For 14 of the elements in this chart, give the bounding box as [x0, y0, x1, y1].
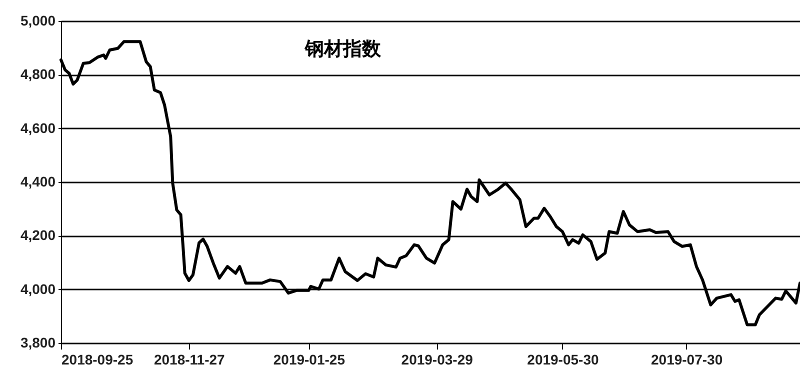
x-tick-label: 2019-07-30 — [650, 352, 723, 368]
y-tick-label: 4,800 — [20, 66, 56, 82]
y-tick-label: 4,400 — [20, 174, 56, 190]
y-tick-label: 3,800 — [20, 334, 56, 350]
text: 钢材指数 — [304, 38, 382, 60]
x-tick-label: 2018-11-27 — [154, 352, 226, 368]
x-tick-label: 2018-09-25 — [62, 352, 134, 368]
x-tick-label: 2019-03-29 — [401, 352, 474, 368]
x-tick-label: 2019-05-30 — [527, 352, 599, 368]
y-tick-label: 4,600 — [20, 120, 56, 136]
x-tick-label: 2019-01-25 — [273, 352, 346, 368]
y-tick-label: 4,200 — [20, 227, 56, 244]
y-tick-label: 5,000 — [20, 12, 56, 28]
y-tick-label: 4,000 — [20, 280, 56, 297]
